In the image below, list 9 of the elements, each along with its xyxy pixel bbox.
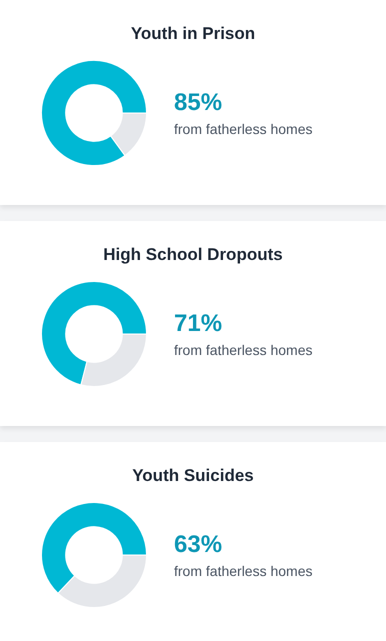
data-label: 71% [174,310,224,338]
data-label: 85% [174,89,224,117]
chart-title: Youth in Prison [130,24,256,44]
text: from fatherless homes [174,342,312,358]
text: from fatherless homes [174,121,312,137]
chart-title: Youth Suicides [131,466,255,486]
text: from fatherless homes [174,563,312,579]
chart-title: High School Dropouts [102,245,284,265]
data-label: 63% [174,531,224,559]
